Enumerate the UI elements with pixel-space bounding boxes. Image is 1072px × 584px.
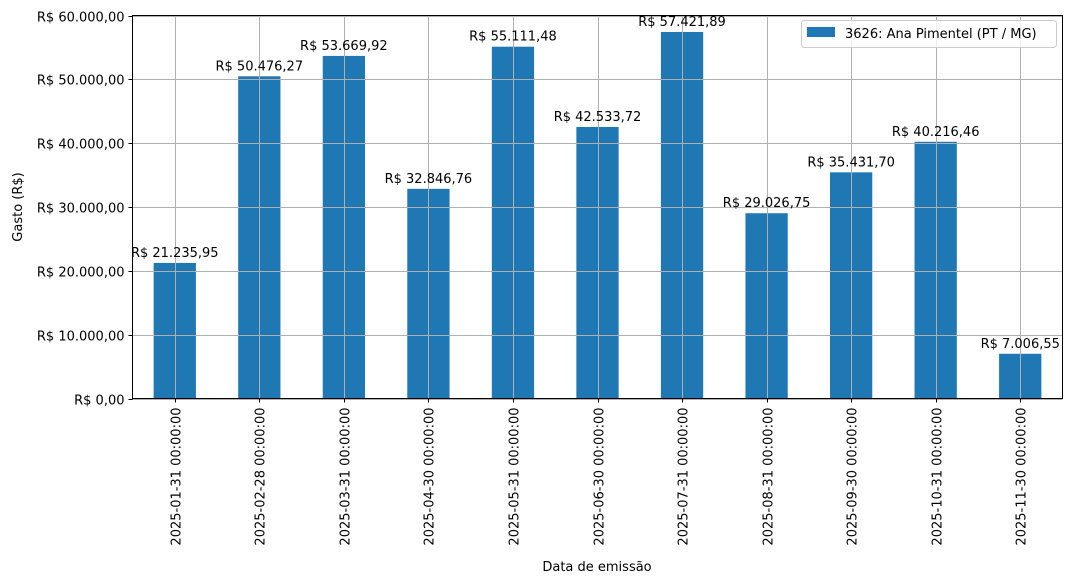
y-tick-label: R$ 50.000,00 [37,74,125,89]
y-tick-label: R$ 0,00 [74,394,124,409]
y-tick-label: R$ 10.000,00 [37,330,125,345]
y-tick-label: R$ 60.000,00 [37,11,125,26]
x-tick-label: 2025-01-31 00:00:00 [170,408,185,546]
legend: 3626: Ana Pimentel (PT / MG) [801,20,1057,48]
x-tick-label: 2025-03-31 00:00:00 [339,408,354,546]
x-tick-label: 2025-02-28 00:00:00 [254,408,269,546]
x-tick-label: 2025-10-31 00:00:00 [931,408,946,546]
x-tick-label: 2025-08-31 00:00:00 [762,408,777,546]
x-tick-label: 2025-06-30 00:00:00 [593,408,608,546]
y-axis-label: Gasto (R$) [11,172,26,241]
y-axis-ticks: R$ 0,00 R$ 10.000,00 R$ 20.000,00 R$ 30.000… [37,11,133,409]
bar-value-label: R$ 53.669,92 [300,39,388,54]
legend-swatch [807,27,835,37]
bar-value-label: R$ 7.006,55 [981,337,1060,352]
x-axis-label: Data de emissão [542,560,651,575]
x-tick-label: 2025-05-31 00:00:00 [508,408,523,546]
y-tick-label: R$ 40.000,00 [37,138,125,153]
x-tick-label: 2025-11-30 00:00:00 [1015,408,1030,546]
bar [914,141,957,399]
y-tick-label: R$ 20.000,00 [37,266,125,281]
x-tick-label: 2025-07-31 00:00:00 [677,408,692,546]
bar-value-label: R$ 35.431,70 [807,155,895,170]
grid-overlay [132,15,1063,400]
bar-value-label: R$ 40.216,46 [892,125,980,140]
x-axis-ticks: 2025-01-31 00:00:00 2025-02-28 00:00:00 20… [170,398,1030,546]
x-tick-label: 2025-09-30 00:00:00 [846,408,861,546]
bars [153,31,1042,399]
bar-value-label: R$ 29.026,75 [723,196,811,211]
bar-value-label: R$ 42.533,72 [554,110,642,125]
bar [745,213,788,399]
bar-value-label: R$ 50.476,27 [216,59,304,74]
y-tick-label: R$ 30.000,00 [37,202,125,217]
bar [576,126,619,399]
legend-box [801,20,1057,48]
x-tick-label: 2025-04-30 00:00:00 [423,408,438,546]
bar [491,46,535,399]
bar-value-label: R$ 57.421,89 [638,15,726,30]
bar-value-label: R$ 32.846,76 [385,172,473,187]
bar-value-label: R$ 21.235,95 [131,246,219,261]
legend-label: 3626: Ana Pimentel (PT / MG) [845,27,1037,42]
bar [322,55,365,399]
bar-value-label: R$ 55.111,48 [469,30,557,45]
bar [153,262,196,399]
bar-value-labels: R$ 21.235,95 R$ 50.476,27 R$ 53.669,92 R$ 3… [131,15,1060,352]
